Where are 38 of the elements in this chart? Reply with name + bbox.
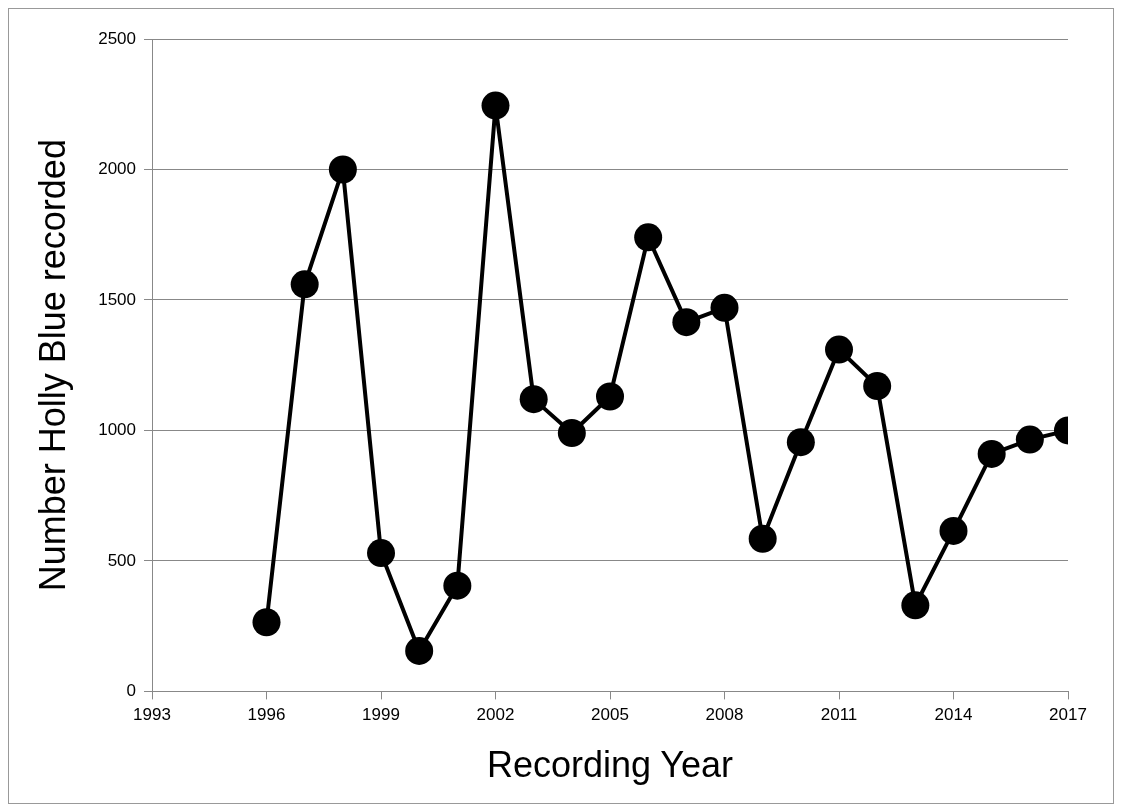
x-tick-label: 1999 [362,705,400,725]
point [901,591,930,620]
y-tick-label: 0 [126,681,137,701]
point [596,382,625,411]
y-tick-label: 2500 [98,28,137,48]
point [748,524,777,553]
point [977,439,1006,468]
x-tick-label: 2017 [1049,705,1087,725]
point [1015,425,1044,454]
point [557,419,586,448]
x-tick-label: 1996 [247,705,286,725]
y-tick-label: 2000 [98,159,137,179]
point [290,270,319,299]
y-tick-label: 500 [107,550,137,570]
x-tick-label: 2005 [591,705,629,725]
y-tick-label: 1000 [98,420,137,440]
point [328,155,357,184]
point [252,608,281,637]
point [367,539,396,568]
y-tick-label: 1500 [98,289,137,309]
x-tick-label: 1993 [133,705,171,725]
x-axis-title: Recording Year [486,744,734,786]
point [481,91,510,120]
point [939,516,968,545]
y-axis-title: Number Holly Blue recorded [31,139,73,592]
point [634,223,663,252]
x-tick-label: 2011 [820,705,858,725]
x-tick-label: 2002 [476,705,515,725]
point [672,308,701,337]
point [825,335,854,364]
point [786,428,815,457]
point [443,571,472,600]
x-tick-label: 2008 [705,705,744,725]
point [863,372,892,401]
point [519,385,548,414]
point [405,636,434,665]
x-tick-label: 2014 [934,705,973,725]
point [710,293,739,322]
